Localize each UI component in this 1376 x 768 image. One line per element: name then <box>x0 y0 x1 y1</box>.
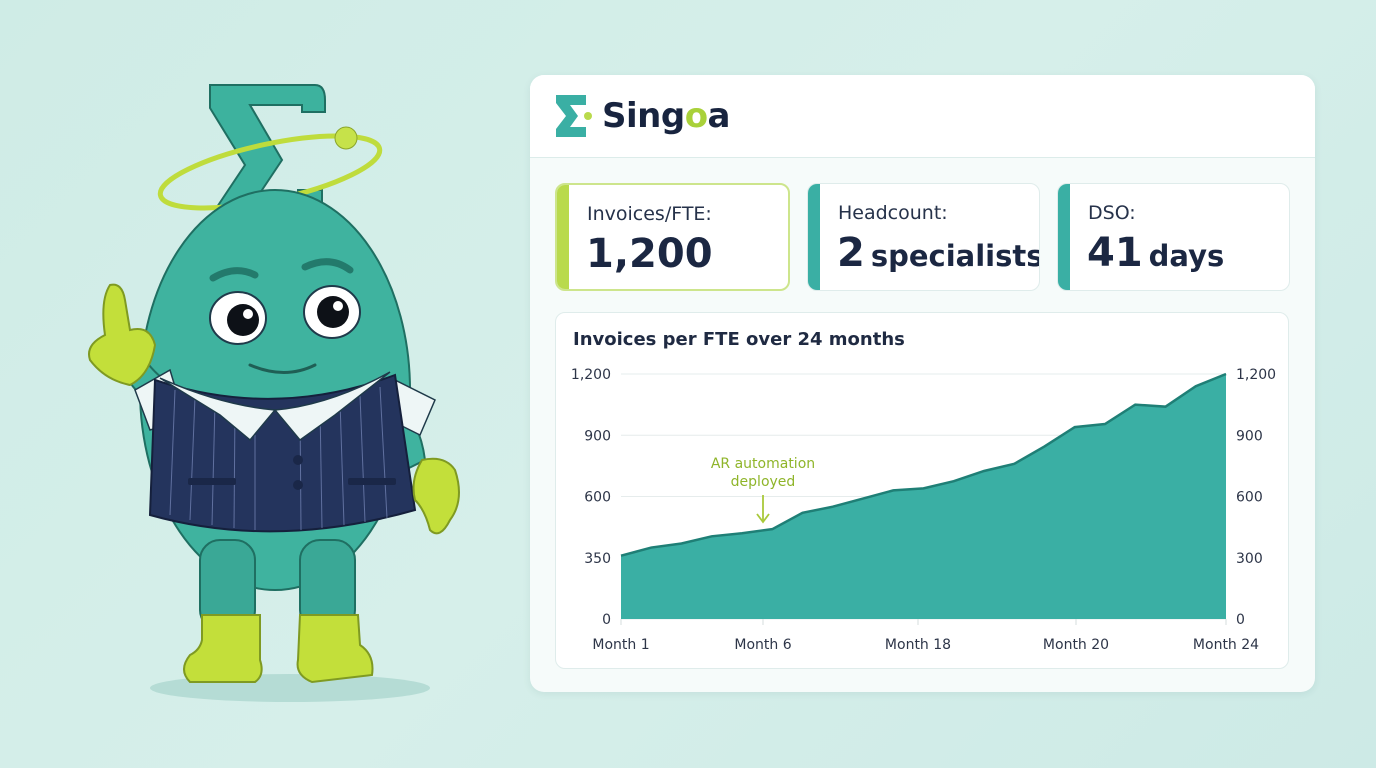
y-tick-left: 600 <box>584 490 611 506</box>
metric-value: 1,200 <box>586 231 713 277</box>
area-line <box>620 372 1227 557</box>
y-tick-right: 300 <box>1236 551 1263 567</box>
metric-card-dso: DSO: 41 days <box>1057 183 1290 291</box>
annotation-text: AR automation <box>711 456 815 472</box>
accent-bar <box>557 185 569 289</box>
area-chart: 1,200 1,200 900 900 600 600 350 300 0 0 Month 1 Mon… <box>571 367 1276 653</box>
y-tick-left: 0 <box>602 612 611 628</box>
y-tick-left: 350 <box>584 551 611 567</box>
x-tick-label: Month 20 <box>1043 637 1109 653</box>
annotation-text: deployed <box>731 474 796 490</box>
accent-bar <box>808 184 820 290</box>
x-tick-label: Month 18 <box>885 637 951 653</box>
chart-title: Invoices per FTE over 24 months <box>573 329 905 350</box>
metric-value: 2 specialists <box>837 230 1040 276</box>
metric-cards: Invoices/FTE: 1,200 Headcount: 2 speciali… <box>555 183 1290 291</box>
x-tick-label: Month 24 <box>1193 637 1259 653</box>
metric-label: Headcount: <box>838 202 948 224</box>
x-tick-label: Month 6 <box>734 637 791 653</box>
mascot-illustration <box>88 84 460 702</box>
metric-label: Invoices/FTE: <box>587 203 712 225</box>
panel-header: Singoa <box>530 75 1315 158</box>
x-tick-label: Month 1 <box>592 637 649 653</box>
y-tick-left: 900 <box>584 428 611 444</box>
accent-bar <box>1058 184 1070 290</box>
metric-card-headcount: Headcount: 2 specialists <box>807 183 1040 291</box>
metric-card-invoices-fte: Invoices/FTE: 1,200 <box>555 183 790 291</box>
y-tick-left: 1,200 <box>571 367 611 383</box>
area-fill <box>621 374 1226 619</box>
y-tick-right: 0 <box>1236 612 1245 628</box>
y-tick-right: 600 <box>1236 490 1263 506</box>
sigma-logo-icon <box>556 95 592 137</box>
y-tick-right: 900 <box>1236 428 1263 444</box>
metric-value: 41 days <box>1087 230 1225 276</box>
chart-card: Invoices per FTE over 24 months 1,200 1,2… <box>555 312 1289 669</box>
metric-label: DSO: <box>1088 202 1136 224</box>
annotation-arrowhead-icon <box>756 513 770 524</box>
y-tick-right: 1,200 <box>1236 367 1276 383</box>
brand-name: Singoa <box>602 96 731 136</box>
